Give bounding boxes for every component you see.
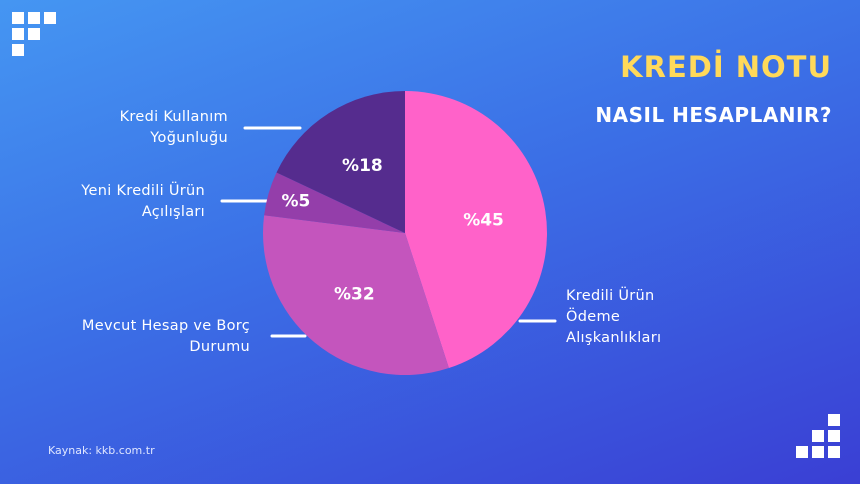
category-label: Kredili Ürün Ödeme Alışkanlıkları [566, 288, 662, 346]
category-label: Yeni Kredili Ürün Açılışları [81, 183, 205, 220]
value-label: %32 [334, 284, 375, 304]
pie-slice [263, 215, 449, 375]
pie-slice [264, 172, 405, 233]
leader-lines [220, 126, 557, 338]
logo [12, 12, 840, 458]
value-label: %45 [463, 211, 504, 231]
category-label: Mevcut Hesap ve Borç Durumu [81, 318, 250, 355]
pie-slice [405, 91, 547, 369]
value-label: %5 [281, 191, 310, 211]
pie: %45 %32 %5 %18 [263, 91, 547, 375]
source: Kaynak: kkb.com.tr [48, 444, 155, 457]
value-label: %18 [342, 156, 383, 176]
category-label: Kredi Kullanım Yoğunluğu [119, 109, 228, 146]
chart-subtitle: NASIL HESAPLANIR? [595, 103, 832, 127]
chart-title: KREDİ NOTU [620, 50, 832, 84]
pie-slice [276, 91, 405, 233]
